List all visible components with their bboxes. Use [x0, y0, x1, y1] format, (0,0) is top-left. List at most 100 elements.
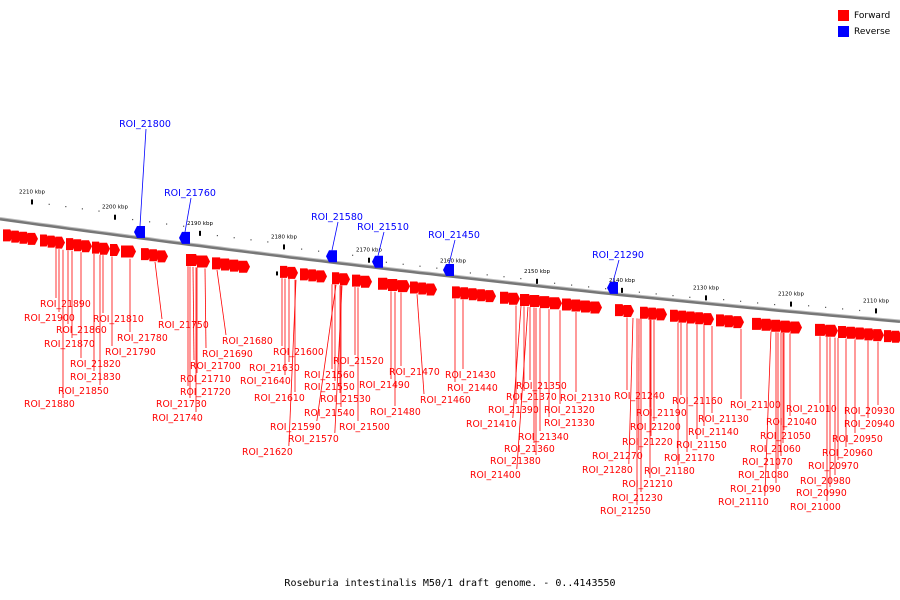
scale-minor-tick: [672, 295, 674, 297]
forward-gene-label: ROI_21830: [70, 372, 121, 383]
forward-gene-label: ROI_20940: [844, 419, 895, 430]
scale-minor-tick: [81, 208, 83, 210]
forward-gene-leader: [764, 331, 772, 497]
forward-gene-arrow: [352, 274, 363, 287]
forward-gene-arrow: [771, 319, 783, 332]
forward-gene-arrow: [308, 269, 319, 282]
scale-minor-tick: [352, 254, 354, 256]
scale-minor-tick: [250, 239, 252, 241]
forward-gene-label: ROI_21710: [180, 374, 231, 385]
reverse-gene-label: ROI_21290: [592, 250, 644, 261]
forward-gene-arrow: [670, 309, 681, 322]
scale-tick: [31, 199, 33, 205]
scale-minor-tick: [48, 203, 50, 205]
forward-gene-arrow: [780, 320, 793, 333]
forward-gene-label: ROI_21810: [93, 314, 144, 325]
forward-gene-label: ROI_21540: [304, 408, 355, 419]
scale-tick: [368, 257, 370, 263]
forward-gene-arrow: [110, 244, 120, 257]
forward-gene-arrow: [530, 295, 542, 308]
forward-gene-arrow: [300, 268, 311, 281]
forward-gene-arrow: [47, 235, 58, 248]
forward-gene-label: ROI_21870: [44, 339, 95, 350]
forward-gene-label: ROI_21070: [742, 457, 793, 468]
forward-gene-label: ROI_21560: [304, 370, 355, 381]
forward-gene-arrow: [340, 273, 350, 286]
forward-gene-arrow: [716, 314, 727, 327]
reverse-gene-label: ROI_21760: [164, 188, 216, 199]
forward-gene-arrow: [733, 316, 744, 329]
forward-gene-label: ROI_21430: [445, 370, 496, 381]
scale-tick-label: 2120 kbp: [778, 292, 804, 298]
forward-gene-arrow: [815, 323, 828, 336]
forward-gene-arrow: [92, 241, 102, 254]
forward-gene-leader: [516, 306, 529, 470]
forward-gene-arrow: [477, 289, 488, 302]
forward-gene-arrow: [509, 292, 520, 305]
scale-tick-label: 2200 kbp: [102, 205, 128, 211]
forward-gene-arrow: [550, 297, 562, 310]
forward-gene-label: ROI_21250: [600, 506, 651, 517]
forward-gene-leader: [192, 266, 195, 361]
forward-gene-label: ROI_21720: [180, 387, 231, 398]
scale-minor-tick: [520, 277, 522, 280]
forward-gene-label: ROI_21620: [242, 447, 293, 458]
forward-gene-label: ROI_21610: [254, 393, 305, 404]
forward-gene-label: ROI_21700: [190, 361, 241, 372]
forward-gene-arrow: [892, 330, 900, 343]
scale-minor-tick: [757, 302, 759, 304]
forward-gene-arrow: [686, 311, 698, 324]
forward-gene-arrow: [825, 324, 838, 337]
forward-gene-arrow: [288, 266, 298, 279]
reverse-gene-label: ROI_21510: [357, 222, 409, 233]
forward-gene-label: ROI_21090: [730, 484, 781, 495]
forward-gene-label: ROI_20930: [844, 406, 895, 417]
forward-gene-arrow: [648, 307, 659, 320]
forward-gene-label: ROI_21330: [544, 418, 595, 429]
forward-gene-label: ROI_21140: [688, 427, 739, 438]
forward-gene-label: ROI_21280: [582, 465, 633, 476]
forward-gene-label: ROI_21190: [636, 408, 687, 419]
scale-minor-tick: [842, 308, 844, 310]
reverse-gene-leader: [612, 259, 620, 283]
forward-gene-label: ROI_21530: [320, 394, 371, 405]
forward-gene-label: ROI_21900: [24, 313, 75, 324]
forward-gene-arrow: [55, 236, 65, 249]
scale-minor-tick: [486, 274, 488, 276]
forward-gene-label: ROI_21060: [750, 444, 801, 455]
forward-gene-arrow: [838, 325, 849, 338]
legend-forward-label: Forward: [854, 10, 891, 21]
reverse-gene-label: ROI_21580: [311, 212, 363, 223]
scale-tick-label: 2140 kbp: [609, 278, 635, 284]
forward-gene-label: ROI_21270: [592, 451, 643, 462]
forward-gene-arrow: [864, 328, 876, 341]
forward-gene-leader: [154, 261, 163, 320]
forward-gene-label: ROI_21820: [70, 359, 121, 370]
forward-gene-arrow: [221, 258, 232, 271]
scale-tick: [199, 230, 201, 236]
reverse-gene-label: ROI_21450: [428, 230, 480, 241]
forward-gene-label: ROI_21230: [612, 493, 663, 504]
forward-gene-arrow: [66, 238, 76, 251]
forward-gene-leader: [512, 306, 522, 419]
forward-gene-arrow: [724, 315, 736, 328]
scale-tick: [283, 244, 285, 250]
scale-minor-tick: [65, 206, 67, 208]
forward-gene-arrow: [846, 326, 858, 339]
forward-gene-leader: [316, 284, 337, 422]
scale-minor-tick: [554, 282, 556, 284]
forward-gene-label: ROI_21370: [506, 392, 557, 403]
forward-gene-arrow: [615, 304, 626, 317]
scale-tick-label: 2170 kbp: [356, 248, 382, 254]
forward-gene-label: ROI_21790: [105, 347, 156, 358]
scale-tick-label: 2160 kbp: [440, 258, 466, 264]
scale-minor-tick: [132, 218, 134, 221]
forward-gene-label: ROI_21600: [273, 347, 324, 358]
forward-gene-arrow: [562, 298, 574, 311]
forward-gene-arrow: [121, 245, 136, 258]
forward-gene-label: ROI_21470: [389, 367, 440, 378]
scale-minor-tick: [808, 305, 810, 307]
scale-minor-tick: [216, 234, 218, 237]
forward-gene-label: ROI_21750: [158, 320, 209, 331]
reverse-gene-leader: [139, 128, 147, 227]
